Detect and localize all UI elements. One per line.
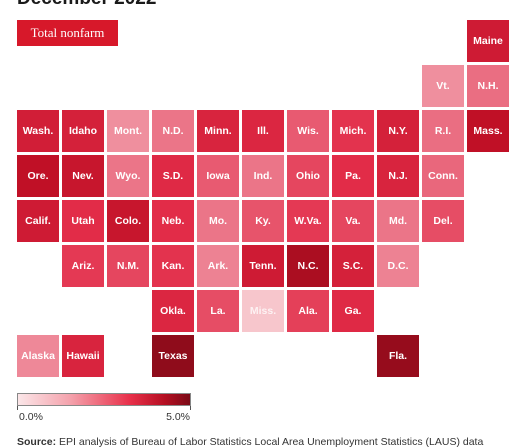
state-tile-r-i[interactable]: R.I. bbox=[422, 110, 464, 152]
color-legend: 0.0% 5.0% bbox=[17, 393, 191, 423]
tile-grid-map: Maine Vt. N.H. Wash. Idaho Mont. N.D. Minn. Ill.… bbox=[17, 20, 509, 377]
state-tile-ala[interactable]: Ala. bbox=[287, 290, 329, 332]
source-label: Source: bbox=[17, 436, 57, 448]
legend-min-label: 0.0% bbox=[19, 411, 43, 423]
state-tile-fla[interactable]: Fla. bbox=[377, 335, 419, 377]
state-tile-n-m[interactable]: N.M. bbox=[107, 245, 149, 287]
state-tile-ore[interactable]: Ore. bbox=[17, 155, 59, 197]
state-tile-kan[interactable]: Kan. bbox=[152, 245, 194, 287]
state-tile-la[interactable]: La. bbox=[197, 290, 239, 332]
state-tile-n-j[interactable]: N.J. bbox=[377, 155, 419, 197]
state-tile-s-c[interactable]: S.C. bbox=[332, 245, 374, 287]
state-tile-d-c[interactable]: D.C. bbox=[377, 245, 419, 287]
state-tile-tenn[interactable]: Tenn. bbox=[242, 245, 284, 287]
chart-title: December 2022 bbox=[17, 0, 156, 10]
legend-max-label: 5.0% bbox=[166, 411, 190, 423]
state-tile-miss[interactable]: Miss. bbox=[242, 290, 284, 332]
state-tile-va[interactable]: Va. bbox=[332, 200, 374, 242]
state-tile-ariz[interactable]: Ariz. bbox=[62, 245, 104, 287]
source-text: EPI analysis of Bureau of Labor Statisti… bbox=[59, 436, 484, 448]
total-nonfarm-button[interactable]: Total nonfarm bbox=[17, 20, 118, 46]
state-tile-w-va[interactable]: W.Va. bbox=[287, 200, 329, 242]
state-tile-vt[interactable]: Vt. bbox=[422, 65, 464, 107]
state-tile-n-h[interactable]: N.H. bbox=[467, 65, 509, 107]
legend-gradient-bar bbox=[17, 393, 191, 406]
state-tile-wis[interactable]: Wis. bbox=[287, 110, 329, 152]
state-tile-wash[interactable]: Wash. bbox=[17, 110, 59, 152]
state-tile-minn[interactable]: Minn. bbox=[197, 110, 239, 152]
state-tile-calif[interactable]: Calif. bbox=[17, 200, 59, 242]
state-tile-mass[interactable]: Mass. bbox=[467, 110, 509, 152]
state-tile-ark[interactable]: Ark. bbox=[197, 245, 239, 287]
state-tile-ohio[interactable]: Ohio bbox=[287, 155, 329, 197]
state-tile-nev[interactable]: Nev. bbox=[62, 155, 104, 197]
state-tile-iowa[interactable]: Iowa bbox=[197, 155, 239, 197]
state-tile-pa[interactable]: Pa. bbox=[332, 155, 374, 197]
state-tile-alaska[interactable]: Alaska bbox=[17, 335, 59, 377]
state-tile-maine[interactable]: Maine bbox=[467, 20, 509, 62]
legend-labels: 0.0% 5.0% bbox=[17, 410, 191, 423]
state-tile-neb[interactable]: Neb. bbox=[152, 200, 194, 242]
state-tile-colo[interactable]: Colo. bbox=[107, 200, 149, 242]
state-tile-utah[interactable]: Utah bbox=[62, 200, 104, 242]
state-tile-del[interactable]: Del. bbox=[422, 200, 464, 242]
state-tile-mo[interactable]: Mo. bbox=[197, 200, 239, 242]
state-tile-n-c[interactable]: N.C. bbox=[287, 245, 329, 287]
state-tile-ga[interactable]: Ga. bbox=[332, 290, 374, 332]
state-tile-hawaii[interactable]: Hawaii bbox=[62, 335, 104, 377]
state-tile-md[interactable]: Md. bbox=[377, 200, 419, 242]
state-tile-n-y[interactable]: N.Y. bbox=[377, 110, 419, 152]
state-tile-conn[interactable]: Conn. bbox=[422, 155, 464, 197]
state-tile-wyo[interactable]: Wyo. bbox=[107, 155, 149, 197]
source-note: Source: EPI analysis of Bureau of Labor … bbox=[17, 436, 483, 448]
state-tile-n-d[interactable]: N.D. bbox=[152, 110, 194, 152]
state-tile-okla[interactable]: Okla. bbox=[152, 290, 194, 332]
state-tile-s-d[interactable]: S.D. bbox=[152, 155, 194, 197]
state-tile-idaho[interactable]: Idaho bbox=[62, 110, 104, 152]
state-tile-mont[interactable]: Mont. bbox=[107, 110, 149, 152]
state-tile-mich[interactable]: Mich. bbox=[332, 110, 374, 152]
state-tile-ind[interactable]: Ind. bbox=[242, 155, 284, 197]
state-tile-ky[interactable]: Ky. bbox=[242, 200, 284, 242]
legend-ticks bbox=[17, 406, 191, 410]
state-tile-texas[interactable]: Texas bbox=[152, 335, 194, 377]
state-tile-ill[interactable]: Ill. bbox=[242, 110, 284, 152]
